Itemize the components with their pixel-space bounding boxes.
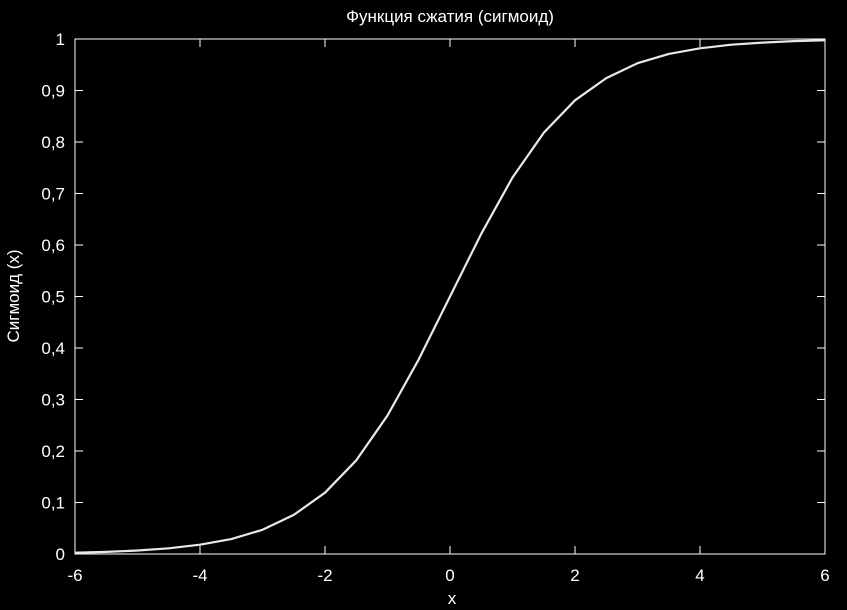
x-tick-label: 2 [570, 566, 579, 585]
y-tick-label: 0,2 [41, 442, 65, 461]
y-tick-label: 0,4 [41, 339, 65, 358]
x-tick-label: -4 [192, 566, 207, 585]
y-tick-label: 0,8 [41, 133, 65, 152]
y-tick-label: 0,3 [41, 391, 65, 410]
x-tick-label: 6 [820, 566, 829, 585]
y-tick-label: 1 [56, 30, 65, 49]
tick-labels: -6 -4 -2 0 2 4 6 0 0,1 0,2 0,3 0,4 0,5 0,6 0,7 0,8 0,9 1 [41, 30, 829, 585]
x-tick-label: -6 [67, 566, 82, 585]
x-tick-label: 0 [445, 566, 454, 585]
y-tick-label: 0 [56, 545, 65, 564]
y-tick-label: 0,1 [41, 494, 65, 513]
y-tick-label: 0,5 [41, 288, 65, 307]
y-axis-label: Сигмоид (x) [4, 249, 23, 342]
sigmoid-curve [74, 39, 826, 554]
x-tick-label: 4 [695, 566, 704, 585]
x-tick-label: -2 [317, 566, 332, 585]
series-group [74, 39, 826, 554]
y-tick-label: 0,7 [41, 185, 65, 204]
y-tick-label: 0,6 [41, 236, 65, 255]
y-tick-label: 0,9 [41, 82, 65, 101]
plot-frame [74, 38, 826, 555]
x-axis-label: x [448, 589, 457, 608]
chart-title: Функция сжатия (сигмоид) [346, 7, 554, 26]
